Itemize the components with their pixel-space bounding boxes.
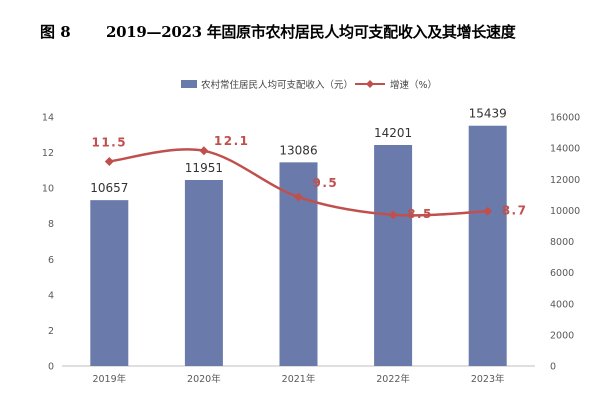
growth-marker-0 xyxy=(104,156,114,166)
right-axis-tick-label: 14000 xyxy=(550,144,580,155)
right-axis-tick-label: 12000 xyxy=(550,175,580,186)
x-axis-tick-label: 2020年 xyxy=(187,373,221,385)
legend-label-bars: 农村常住居民人均可支配收入（元） xyxy=(201,79,353,91)
left-axis-tick-label: 6 xyxy=(48,255,54,266)
x-axis-tick-label: 2019年 xyxy=(92,373,126,385)
growth-value-label: 8.7 xyxy=(502,203,528,217)
growth-value-label: 11.5 xyxy=(91,135,127,149)
right-axis-tick-label: 16000 xyxy=(550,113,580,124)
right-axis-tick-label: 6000 xyxy=(550,268,574,279)
bar-value-label: 15439 xyxy=(469,107,507,121)
bar-3 xyxy=(374,144,413,366)
bar-value-label: 13086 xyxy=(279,143,317,157)
legend-marker-growth xyxy=(366,80,374,88)
right-axis-tick-label: 2000 xyxy=(550,330,574,341)
growth-marker-1 xyxy=(199,146,209,156)
right-axis-tick-label: 8000 xyxy=(550,237,574,248)
growth-marker-4 xyxy=(483,206,493,216)
bar-value-label: 10657 xyxy=(90,181,128,195)
bar-value-label: 14201 xyxy=(374,126,412,140)
growth-marker-2 xyxy=(294,192,303,202)
left-axis-tick-label: 12 xyxy=(42,148,54,159)
bar-0 xyxy=(90,200,129,366)
left-axis-tick-label: 10 xyxy=(42,184,54,195)
x-axis-tick-label: 2021年 xyxy=(282,373,316,385)
figure-title-text: 2019—2023 年固原市农村居民人均可支配收入及其增长速度 xyxy=(106,23,516,41)
legend-swatch-bars xyxy=(181,80,197,88)
right-axis-tick-label: 10000 xyxy=(550,206,580,217)
left-axis-tick-label: 2 xyxy=(48,326,54,337)
x-axis-tick-label: 2023年 xyxy=(471,373,505,385)
bar-1 xyxy=(184,180,223,366)
legend-label-growth: 增速（%） xyxy=(390,79,437,91)
figure-number: 图 8 xyxy=(40,23,71,41)
bar-4 xyxy=(468,125,507,366)
left-axis-tick-label: 4 xyxy=(48,290,54,301)
x-axis-tick-label: 2022年 xyxy=(376,373,410,385)
growth-value-label: 12.1 xyxy=(214,134,250,148)
bar-value-label: 11951 xyxy=(185,161,223,175)
figure-title: 图 8 2019—2023 年固原市农村居民人均可支配收入及其增长速度 xyxy=(0,0,613,41)
growth-marker-3 xyxy=(388,210,398,220)
growth-value-label: 8.5 xyxy=(407,207,433,221)
right-axis-tick-label: 4000 xyxy=(550,299,574,310)
left-axis-tick-label: 0 xyxy=(48,362,54,373)
left-axis-tick-label: 8 xyxy=(48,219,54,230)
left-axis-tick-label: 14 xyxy=(42,113,54,124)
right-axis-tick-label: 0 xyxy=(550,362,556,373)
growth-value-label: 9.5 xyxy=(313,176,339,190)
